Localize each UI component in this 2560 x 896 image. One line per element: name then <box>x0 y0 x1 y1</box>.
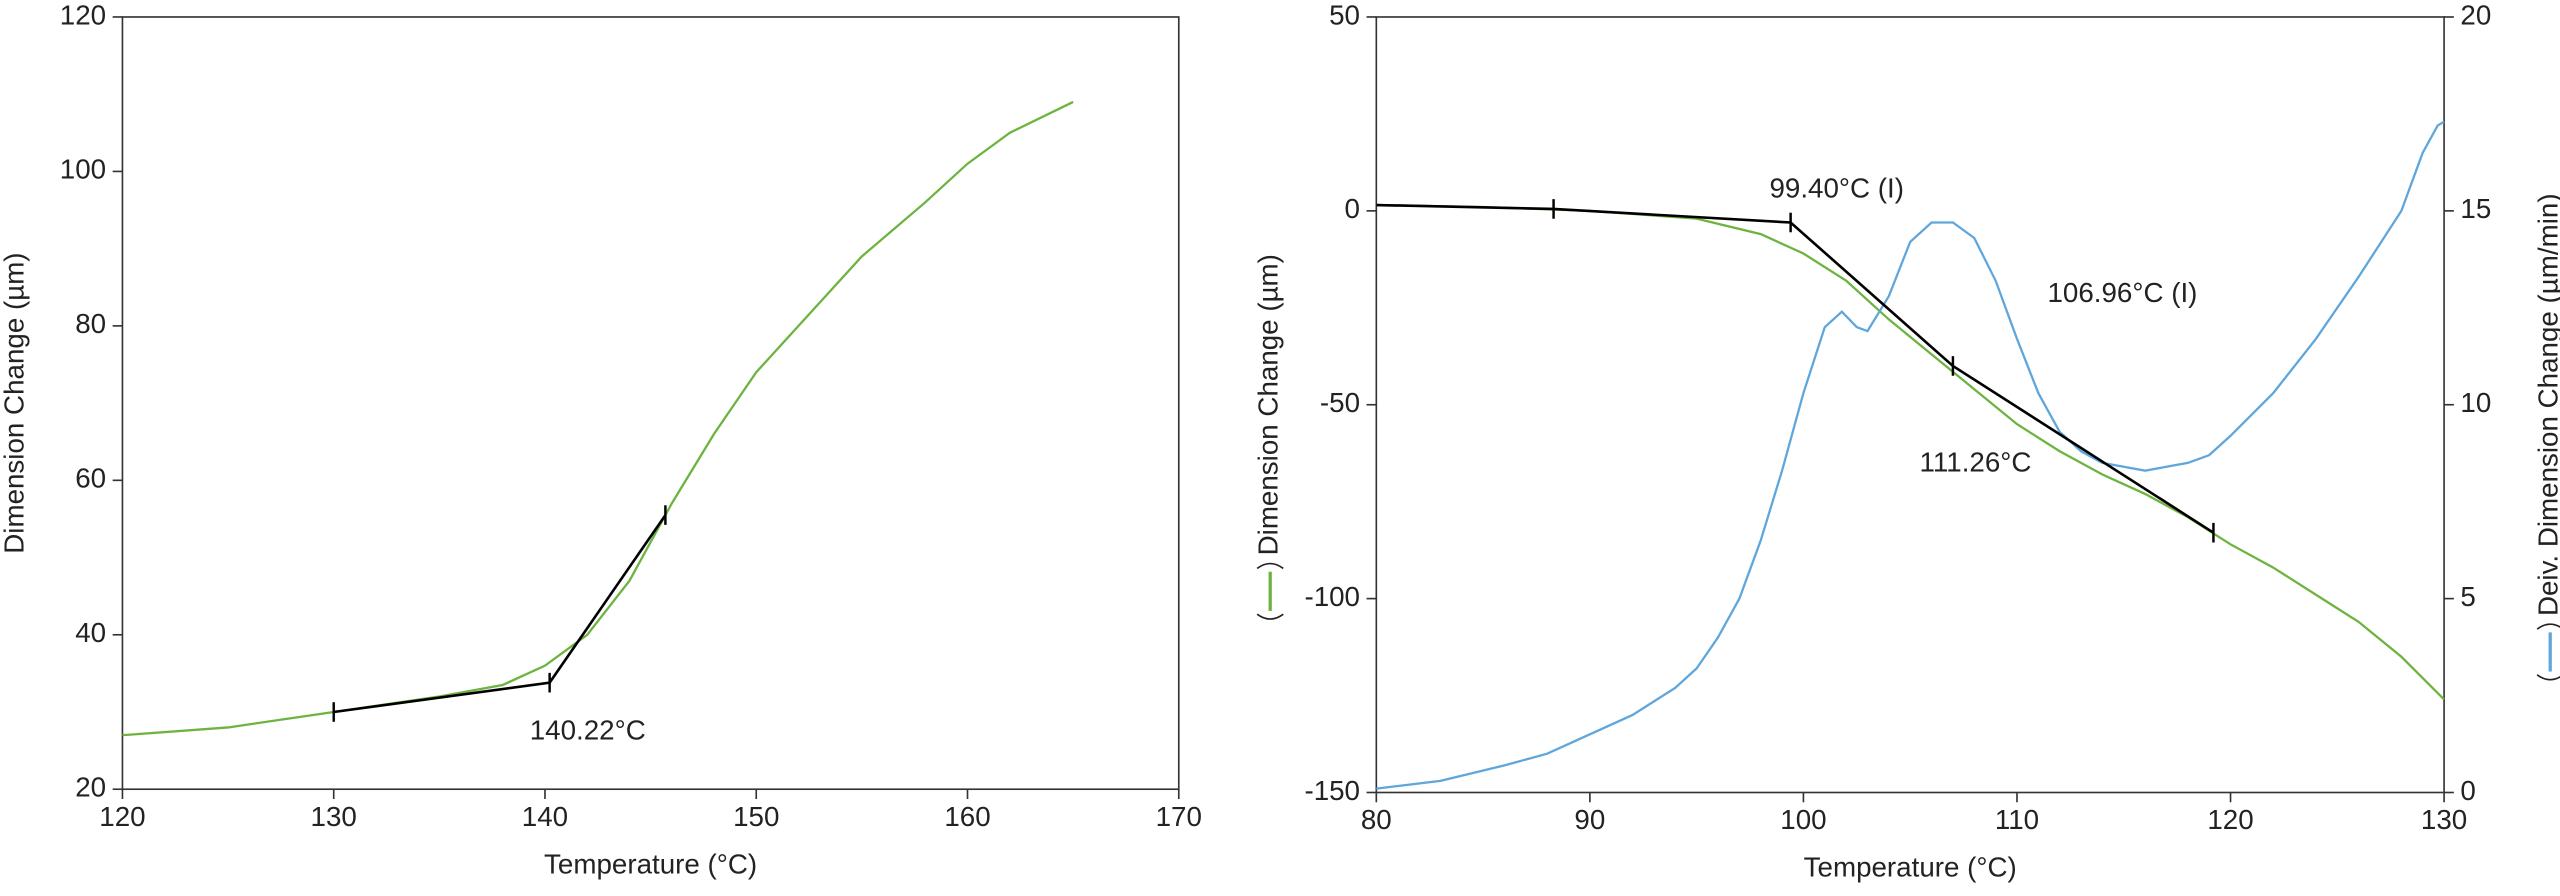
x-tick-label: 110 <box>1995 804 2039 835</box>
legend-paren <box>2536 623 2560 630</box>
y-tick-label: 40 <box>75 617 106 648</box>
y2-tick-label: 20 <box>2460 0 2491 30</box>
y-tick-label: 50 <box>1329 0 1360 30</box>
y-axis-label: Dimension Change (µm) <box>0 252 30 553</box>
data-line <box>122 100 1074 737</box>
x-tick-label: 160 <box>944 801 990 832</box>
x-tick-label: 90 <box>1574 804 1605 835</box>
y-tick-label: 0 <box>1345 193 1360 224</box>
y2-axis-label: Deiv. Dimension Change (µm/min) <box>2533 193 2560 616</box>
y2-tick-label: 10 <box>2460 387 2491 418</box>
x-tick-label: 140 <box>522 801 568 832</box>
annotation: 99.40°C (I) <box>1769 172 1903 203</box>
chart: 120 130 140 150 160 170 20 40 60 80 100 120 Temperat… <box>0 0 1202 879</box>
legend-paren <box>1256 562 1284 570</box>
x-tick-label: 120 <box>99 801 145 832</box>
annotation: 111.26°C <box>1920 447 2032 478</box>
y2-tick-label: 0 <box>2460 775 2475 806</box>
x-tick-label: 100 <box>1780 804 1826 835</box>
plot-frame <box>121 16 1180 791</box>
legend-paren <box>2536 674 2560 681</box>
y-tick-label: 80 <box>75 308 106 339</box>
y-axis-label: Dimension Change (µm) <box>1253 254 1284 555</box>
annotation: 106.96°C (I) <box>2047 277 2197 308</box>
y-tick-label: -50 <box>1320 387 1360 418</box>
x-tick-label: 150 <box>733 801 779 832</box>
plot-frame <box>1375 16 2445 794</box>
y-tick-label: -150 <box>1304 775 1360 806</box>
y2-tick-label: 5 <box>2460 581 2475 612</box>
data-line <box>1376 203 2445 701</box>
x-tick-label: 120 <box>2207 804 2253 835</box>
x-tick-label: 170 <box>1156 801 1202 832</box>
x-axis-label: Temperature (°C) <box>544 848 757 879</box>
chart: 80 90 100 110 120 130 -150 -100 -50 0 50 0 5 10 15 20 Te… <box>1253 0 2560 883</box>
y-tick-label: 60 <box>75 463 106 494</box>
annotation: 140.22°C <box>530 714 646 745</box>
y-tick-label: -100 <box>1304 581 1360 612</box>
data-line <box>1376 120 2445 790</box>
x-tick-label: 80 <box>1361 804 1392 835</box>
data-line <box>333 514 667 714</box>
legend-paren <box>1256 613 1284 620</box>
y-tick-label: 120 <box>60 0 106 30</box>
x-axis-label: Temperature (°C) <box>1804 852 2017 883</box>
data-line <box>1376 203 2215 534</box>
x-tick-label: 130 <box>2421 804 2467 835</box>
x-tick-label: 130 <box>311 801 357 832</box>
y-tick-label: 100 <box>60 154 106 185</box>
y2-tick-label: 15 <box>2460 193 2491 224</box>
y-tick-label: 20 <box>75 772 106 803</box>
